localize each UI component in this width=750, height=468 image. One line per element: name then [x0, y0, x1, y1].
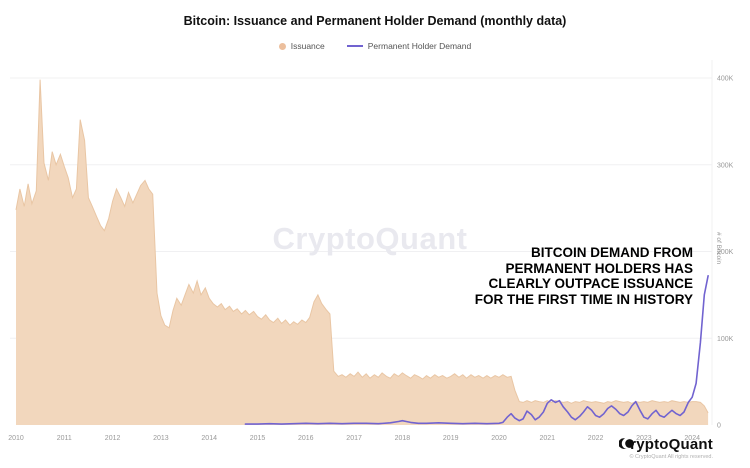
y-tick-label: 400K: [717, 76, 734, 83]
permanent-holder-demand-line: [244, 274, 709, 425]
legend-label-issuance: Issuance: [290, 41, 325, 51]
x-tick-label: 2019: [443, 435, 459, 442]
legend-label-phd: Permanent Holder Demand: [367, 41, 472, 51]
x-tick-label: 2014: [201, 435, 217, 442]
annotation-line-2: PERMANENT HOLDERS HAS: [505, 260, 693, 276]
annotation-line-4: FOR THE FIRST TIME IN HISTORY: [474, 291, 693, 307]
x-tick-label: 2015: [250, 435, 266, 442]
cryptoquant-watermark: CryptoQuant: [272, 221, 468, 256]
x-tick-label: 2016: [298, 435, 314, 442]
annotation-line-1: BITCOIN DEMAND FROM: [531, 245, 693, 260]
y-tick-label: 300K: [717, 162, 734, 169]
x-tick-label: 2018: [395, 435, 411, 442]
x-tick-label: 2021: [540, 435, 556, 442]
footer-copyright: © CryptoQuant All rights reserved.: [629, 454, 713, 460]
issuance-area-series: [16, 79, 709, 425]
x-tick-label: 2013: [153, 435, 169, 442]
footer-brand: CryptoQuant © CryptoQuant All rights res…: [619, 436, 713, 460]
x-tick-label: 2024: [684, 435, 700, 442]
footer-brand-name: CryptoQuant: [619, 436, 713, 453]
cryptoquant-logo-icon: [619, 438, 635, 449]
x-tick-label: 2017: [346, 435, 362, 442]
legend-item-phd[interactable]: Permanent Holder Demand: [346, 41, 472, 51]
y-tick-label: 0: [717, 423, 721, 430]
chart-legend: Issuance Permanent Holder Demand: [0, 41, 750, 51]
x-tick-label: 2010: [8, 435, 24, 442]
y-axis-title: # of Bitcoin: [715, 232, 722, 265]
y-axis-tick-labels: 0 100K 200K 300K 400K: [717, 76, 734, 430]
x-tick-label: 2012: [105, 435, 121, 442]
chart-title: Bitcoin: Issuance and Permanent Holder D…: [183, 14, 567, 28]
legend-item-issuance[interactable]: Issuance: [278, 41, 325, 51]
x-tick-label: 2023: [636, 435, 652, 442]
issuance-swatch-icon: [278, 42, 286, 50]
phd-swatch-icon: [346, 45, 363, 47]
x-tick-label: 2020: [491, 435, 507, 442]
y-tick-label: 200K: [717, 249, 734, 256]
x-axis-tick-labels: 2010 2011 2012 2013 2014 2015 2016 2017 2018 2019…: [8, 435, 700, 442]
chart-annotation: BITCOIN DEMAND FROM PERMANENT HOLDERS HA…: [475, 245, 693, 307]
x-tick-label: 2022: [588, 435, 604, 442]
x-tick-label: 2011: [57, 435, 72, 442]
annotation-line-3: CLEARLY OUTPACE ISSUANCE: [488, 276, 693, 291]
issuance-area-edge: [15, 79, 709, 414]
y-tick-label: 100K: [717, 336, 734, 343]
